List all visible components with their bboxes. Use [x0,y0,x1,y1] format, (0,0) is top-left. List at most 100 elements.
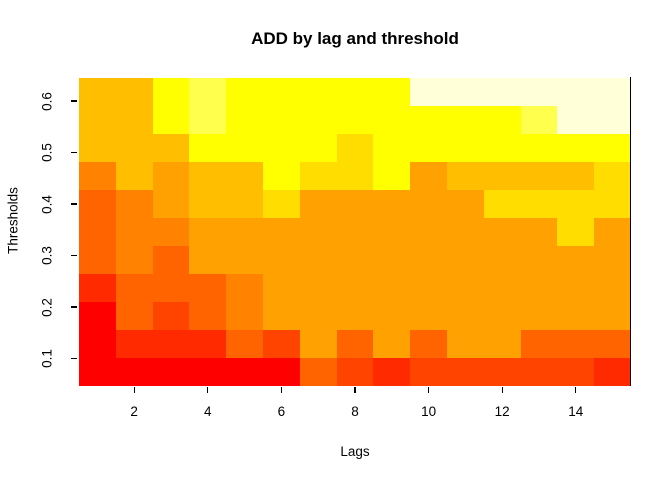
heatmap-cell [594,218,631,247]
heatmap-cell [263,106,301,135]
heatmap-cell [557,218,595,247]
heatmap-cell [410,78,448,107]
heatmap-cell [520,106,559,135]
heatmap-cell [483,134,522,163]
heatmap-cell [79,162,117,191]
heatmap-cell [373,134,411,163]
heatmap-cell [189,246,227,275]
heatmap-cell [373,78,411,107]
heatmap-cell [557,134,595,163]
heatmap-cell [115,134,154,163]
heatmap-cell [115,106,154,135]
heatmap-cell [447,190,485,219]
heatmap-cell [520,134,559,163]
x-axis-tick-label: 2 [130,404,138,419]
heatmap-cell [226,162,264,191]
heatmap-cell [263,190,301,219]
heatmap-cell [483,302,522,331]
y-axis-tick-label: 0.4 [39,194,55,214]
heatmap-cell [520,330,559,359]
heatmap-cell [79,106,117,135]
heatmap-cell [447,106,485,135]
heatmap-cell [594,330,631,359]
heatmap-cell [336,78,375,107]
heatmap-cell [594,274,631,303]
heatmap-cell [263,274,301,303]
heatmap-cell [299,162,338,191]
y-axis-tick [71,203,77,205]
heatmap-cell [447,78,485,107]
x-axis-tick-label: 14 [568,404,584,419]
heatmap-cell [115,190,154,219]
heatmap-cell [152,78,191,107]
x-axis-tick-label: 6 [277,404,286,419]
heatmap-cell [520,246,559,275]
x-axis-tick [427,387,430,393]
heatmap-cell [447,358,485,386]
heatmap-cell [373,274,411,303]
heatmap-cell [594,162,631,191]
x-axis-tick-label: 12 [494,404,510,419]
heatmap-cell [226,78,264,107]
heatmap-cell [520,78,559,107]
heatmap-cell [557,358,595,386]
heatmap-cell [594,134,631,163]
heatmap-cell [299,78,338,107]
heatmap-cell [189,274,227,303]
heatmap-cell [226,106,264,135]
heatmap-cell [79,302,117,331]
heatmap-cell [410,358,448,386]
y-axis-tick [71,100,77,102]
heatmap-cell [152,218,191,247]
heatmap-cell [410,162,448,191]
heatmap-cell [189,190,227,219]
heatmap-cell [299,246,338,275]
heatmap-cell [263,78,301,107]
heatmap-cell [263,162,301,191]
heatmap-cell [594,106,631,135]
heatmap-cell [520,302,559,331]
heatmap-cell [152,330,191,359]
x-axis-tick [354,387,356,393]
y-axis-tick [71,357,77,360]
heatmap-cell [410,274,448,303]
y-axis-tick [71,151,77,154]
heatmap-cell [447,302,485,331]
y-axis-tick-label: 0.1 [39,349,55,368]
heatmap-cell [152,358,191,386]
heatmap-cell [226,218,264,247]
heatmap-cell [299,330,338,359]
heatmap-cell [336,302,375,331]
heatmap-cell [557,302,595,331]
plot-right-border-line [629,77,632,386]
heatmap-cell [410,302,448,331]
heatmap-cell [483,106,522,135]
heatmap-cell [336,162,375,191]
heatmap-cell [226,134,264,163]
heatmap-cell [410,218,448,247]
heatmap-cell [115,358,154,386]
heatmap-cell [557,330,595,359]
heatmap-cell [79,330,117,359]
heatmap-cell [152,162,191,191]
heatmap-cell [299,190,338,219]
heatmap-cell [336,218,375,247]
heatmap-cell [557,78,595,107]
heatmap-cell [594,190,631,219]
x-axis-tick [133,387,135,393]
heatmap-cell [115,218,154,247]
heatmap-cell [263,218,301,247]
heatmap-cell [557,190,595,219]
heatmap-cell [594,358,631,386]
heatmap-cell [557,106,595,135]
heatmap-cell [115,246,154,275]
x-axis-tick [207,387,209,393]
heatmap-cell [79,274,117,303]
heatmap-cell [373,190,411,219]
heatmap-cell [299,134,338,163]
heatmap-cell [336,358,375,386]
heatmap-cell [336,246,375,275]
heatmap-cell [226,274,264,303]
heatmap-cell [263,302,301,331]
